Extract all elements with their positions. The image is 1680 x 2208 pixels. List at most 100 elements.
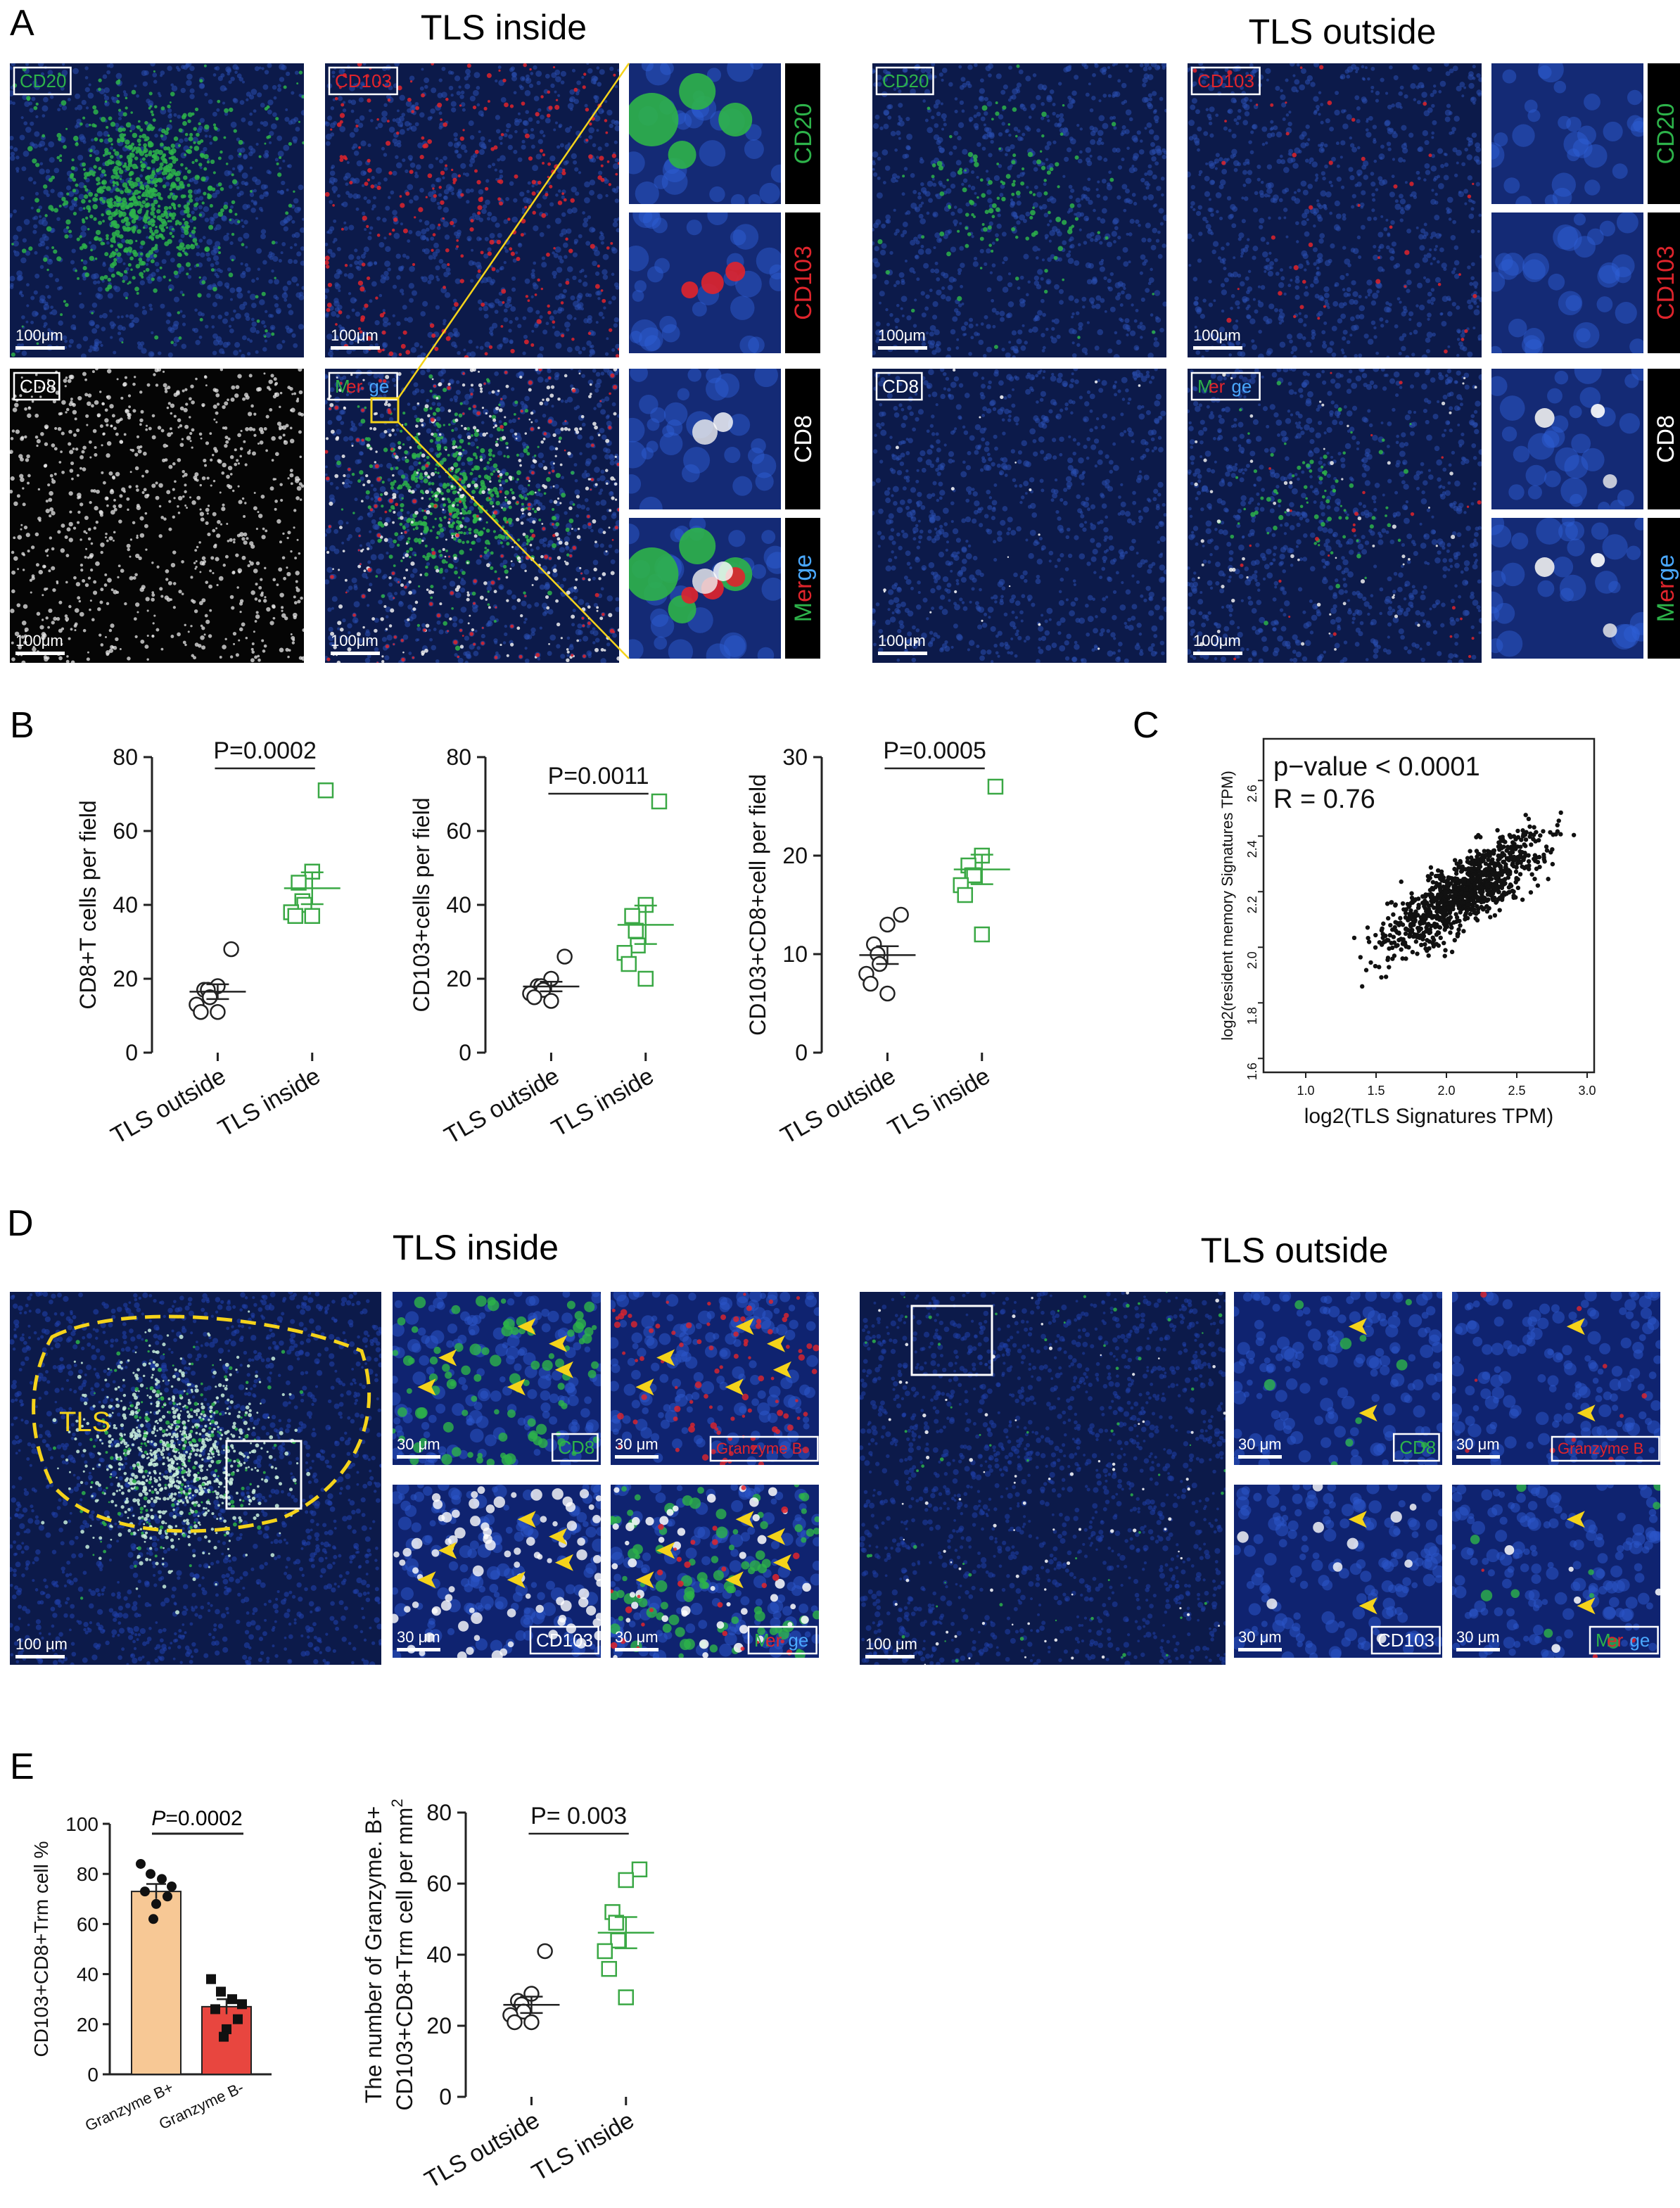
cell-dot bbox=[70, 400, 73, 404]
cell-dot bbox=[200, 437, 203, 440]
cell-dot bbox=[179, 310, 183, 313]
cell-dot bbox=[204, 464, 208, 467]
cell-dot bbox=[170, 83, 174, 87]
cell-dot bbox=[537, 462, 544, 468]
cell-dot bbox=[334, 96, 338, 101]
cell-dot bbox=[599, 427, 605, 433]
cell-dot bbox=[371, 175, 375, 180]
cell-dot bbox=[42, 564, 46, 569]
cell-dot bbox=[138, 191, 141, 194]
cell-dot bbox=[454, 247, 458, 250]
cell-dot bbox=[151, 238, 155, 241]
cell-dot bbox=[463, 348, 466, 352]
cell-dot bbox=[200, 624, 203, 628]
cell-dot bbox=[78, 292, 82, 296]
cell-dot bbox=[552, 65, 556, 69]
cell-dot bbox=[118, 167, 122, 170]
cell-dot bbox=[102, 481, 106, 485]
cell-dot bbox=[93, 109, 98, 115]
cell-dot bbox=[246, 537, 249, 540]
cell-dot bbox=[236, 220, 241, 224]
cell-dot bbox=[373, 492, 380, 499]
cell-dot bbox=[139, 208, 143, 211]
cell-dot bbox=[34, 435, 39, 439]
cell-dot bbox=[587, 68, 593, 74]
cell-dot bbox=[488, 620, 492, 625]
cell-dot bbox=[81, 99, 87, 106]
cell-dot bbox=[84, 515, 89, 521]
cell-dot bbox=[457, 538, 462, 543]
cell-dot bbox=[146, 493, 150, 497]
cell-dot bbox=[240, 429, 243, 433]
cell-dot bbox=[511, 594, 516, 599]
cell-dot bbox=[329, 642, 333, 646]
cell-dot bbox=[106, 125, 109, 129]
cell-dot bbox=[117, 110, 125, 117]
cell-dot bbox=[212, 302, 218, 307]
cell-dot bbox=[501, 429, 504, 432]
cell-dot bbox=[173, 270, 179, 275]
cell-dot bbox=[411, 290, 417, 296]
cell-dot bbox=[249, 339, 253, 343]
cell-dot bbox=[18, 291, 23, 296]
cell-dot bbox=[454, 278, 461, 284]
cell-dot bbox=[45, 509, 50, 514]
cell-dot bbox=[46, 226, 52, 232]
cell-dot bbox=[159, 162, 164, 167]
cell-dot bbox=[62, 63, 65, 66]
cell-dot bbox=[325, 579, 330, 585]
cell-dot bbox=[427, 139, 433, 144]
cell-dot bbox=[114, 223, 120, 229]
cell-dot bbox=[206, 257, 212, 262]
cell-dot bbox=[84, 555, 87, 559]
cell-dot bbox=[11, 429, 15, 433]
cell-dot bbox=[138, 556, 142, 561]
cell-dot bbox=[138, 143, 141, 146]
cell-dot bbox=[46, 193, 50, 198]
cell-dot bbox=[233, 350, 238, 356]
cell-dot bbox=[500, 324, 504, 328]
cell-dot bbox=[208, 634, 212, 638]
cell-dot bbox=[49, 157, 55, 163]
cell-dot bbox=[386, 518, 389, 522]
cell-dot bbox=[504, 498, 509, 502]
cell-dot bbox=[106, 497, 109, 500]
cell-dot bbox=[37, 488, 41, 491]
cell-dot bbox=[578, 369, 582, 374]
cell-dot bbox=[129, 448, 132, 451]
cell-dot bbox=[600, 499, 607, 506]
cell-dot bbox=[302, 217, 304, 221]
cell-dot bbox=[87, 576, 91, 580]
cell-dot bbox=[524, 409, 529, 413]
cell-dot bbox=[139, 174, 143, 178]
cell-dot bbox=[567, 142, 571, 146]
cell-dot bbox=[464, 660, 469, 663]
cell-dot bbox=[387, 478, 391, 482]
cell-dot bbox=[32, 229, 37, 234]
cell-dot bbox=[454, 344, 458, 348]
cell-dot bbox=[19, 394, 23, 398]
cell-dot bbox=[600, 658, 606, 663]
cell-dot bbox=[77, 596, 81, 600]
cell-dot bbox=[569, 548, 573, 553]
cell-dot bbox=[595, 501, 600, 506]
cell-dot bbox=[149, 352, 154, 357]
cell-dot bbox=[520, 563, 527, 570]
cell-dot bbox=[450, 519, 454, 523]
cell-dot bbox=[255, 350, 259, 354]
cell-dot bbox=[151, 113, 155, 117]
cell-dot bbox=[409, 298, 414, 303]
cell-dot bbox=[557, 201, 563, 205]
cell-dot bbox=[291, 234, 296, 238]
cell-dot bbox=[517, 157, 523, 163]
cell-dot bbox=[166, 490, 171, 495]
cell-dot bbox=[100, 550, 103, 554]
cell-dot bbox=[144, 645, 149, 649]
cell-dot bbox=[98, 220, 103, 225]
cell-dot bbox=[190, 625, 193, 628]
cell-dot bbox=[340, 421, 345, 425]
cell-dot bbox=[151, 561, 154, 564]
cell-dot bbox=[145, 193, 151, 198]
cell-dot bbox=[338, 519, 344, 526]
cell-dot bbox=[106, 424, 109, 427]
